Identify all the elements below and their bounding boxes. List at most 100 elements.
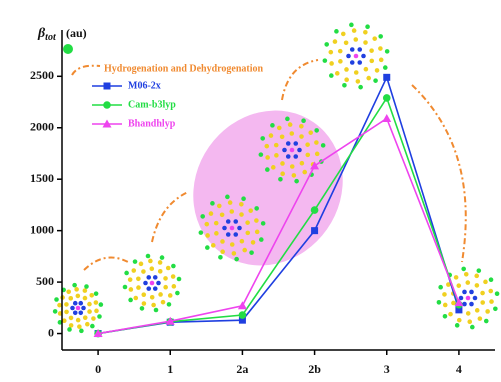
atom [333, 39, 338, 44]
atom [344, 77, 349, 82]
atom [462, 290, 467, 295]
atom [220, 212, 225, 217]
atom [480, 291, 485, 296]
atom [454, 275, 459, 280]
atom [280, 134, 285, 139]
atom [234, 257, 239, 262]
atom [464, 272, 469, 277]
atom [373, 78, 378, 83]
atom [94, 309, 99, 314]
atom [314, 140, 319, 145]
atom [254, 218, 259, 223]
atom [94, 291, 99, 296]
atom [357, 60, 362, 65]
atom [308, 130, 313, 135]
atom [73, 301, 78, 306]
marker [382, 114, 391, 122]
atom [457, 318, 462, 323]
atom [210, 201, 215, 206]
atom [141, 292, 146, 297]
atom [369, 48, 374, 53]
atom [465, 280, 470, 285]
atom [146, 286, 151, 291]
atom [354, 54, 359, 59]
atom [72, 283, 77, 288]
atom [87, 302, 92, 307]
atom [302, 170, 307, 175]
atom [289, 131, 294, 136]
marker [311, 227, 318, 234]
atom [350, 60, 355, 65]
atom [205, 245, 210, 250]
atom [328, 50, 333, 55]
atom [139, 262, 144, 267]
atom [477, 268, 482, 273]
atom [383, 65, 388, 70]
atom [156, 281, 161, 286]
atom [451, 301, 456, 306]
atom [94, 300, 99, 305]
atom [286, 141, 291, 146]
atom [151, 303, 156, 308]
atom [290, 164, 295, 169]
atom [146, 275, 151, 280]
atom [158, 269, 163, 274]
atom [366, 76, 371, 81]
y-tick-label: 1500 [30, 171, 54, 185]
atom [131, 268, 136, 273]
arrow [152, 192, 188, 242]
atom [305, 142, 310, 147]
atom [375, 68, 380, 73]
atom [470, 325, 475, 330]
atom [79, 329, 84, 334]
atom [259, 237, 264, 242]
atom [378, 34, 383, 39]
atom [228, 200, 233, 205]
x-tick-label: 1 [167, 362, 173, 376]
atom [87, 309, 92, 314]
atom [232, 251, 237, 256]
atom [89, 293, 94, 298]
atom [217, 204, 222, 209]
atom [67, 327, 72, 332]
atom [278, 177, 283, 182]
legend-label: Bhandhlyp [128, 118, 176, 129]
atom [123, 285, 128, 290]
atom [488, 289, 493, 294]
atom [315, 152, 320, 157]
atom [133, 259, 138, 264]
atom [154, 308, 159, 313]
atom [200, 214, 205, 219]
atom [379, 58, 384, 63]
atom [205, 233, 210, 238]
atom [323, 58, 328, 63]
atom [493, 307, 498, 312]
atom [150, 281, 155, 286]
atom [226, 232, 231, 237]
atom [467, 319, 472, 324]
atom [480, 300, 485, 305]
arrow [412, 85, 466, 262]
atom [324, 42, 329, 47]
atom [334, 29, 339, 34]
atom [163, 285, 168, 290]
atom [66, 289, 71, 294]
atom [54, 297, 59, 302]
atom [438, 285, 443, 290]
atom [329, 61, 334, 66]
atom [230, 226, 235, 231]
atom [85, 322, 90, 327]
atom [270, 123, 275, 128]
atom [249, 250, 254, 255]
atom [346, 54, 351, 59]
page: βtot (au) Hydrogenation and Dehydrogenat… [0, 0, 501, 382]
atom [265, 167, 270, 172]
y-tick-label: 0 [48, 325, 54, 339]
atom [475, 283, 480, 288]
atom [74, 287, 79, 292]
atom [442, 292, 447, 297]
atom [150, 295, 155, 300]
atom [280, 171, 285, 176]
atom [242, 248, 247, 253]
atom [142, 301, 147, 306]
